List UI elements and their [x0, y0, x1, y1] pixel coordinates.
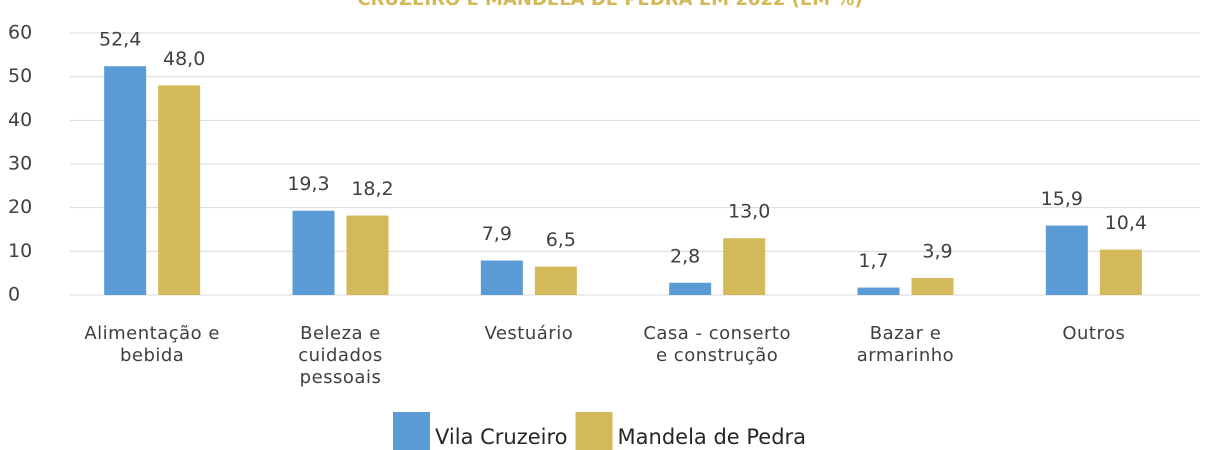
x-tick-label: Alimentação e bebida: [84, 323, 220, 366]
legend-swatch: [575, 412, 613, 450]
y-tick-label: 0: [8, 284, 20, 306]
chart-title: CRUZEIRO E MANDELA DE PEDRA EM 2022 (EM …: [357, 0, 862, 10]
bar: [723, 238, 766, 295]
y-tick-label: 40: [8, 109, 32, 131]
y-tick-label: 10: [8, 240, 32, 262]
value-label: 3,9: [922, 240, 952, 262]
y-tick-label: 60: [8, 22, 32, 44]
x-tick-label: Bazar e armarinho: [856, 323, 955, 366]
bar: [104, 66, 147, 295]
value-label: 13,0: [728, 201, 770, 223]
y-tick-label: 50: [8, 65, 32, 87]
value-label: 19,3: [287, 173, 329, 195]
value-label: 48,0: [163, 48, 205, 70]
value-label: 10,4: [1105, 212, 1147, 234]
value-label: 1,7: [858, 250, 888, 272]
bar: [857, 287, 900, 295]
bar: [669, 282, 712, 295]
x-tick-label: Outros: [1062, 323, 1126, 344]
bar: [480, 260, 523, 295]
value-label: 7,9: [482, 223, 512, 245]
bar: [158, 85, 201, 296]
x-tick-label: Vestuário: [484, 323, 574, 344]
x-tick-label: Casa - conserto e construção: [643, 323, 791, 366]
bar: [292, 210, 335, 295]
value-label: 18,2: [351, 178, 393, 200]
bar: [911, 277, 954, 295]
value-label: 6,5: [546, 229, 576, 251]
bar: [346, 215, 389, 295]
value-label: 2,8: [670, 245, 700, 267]
y-tick-label: 30: [8, 153, 32, 175]
legend-label: Mandela de Pedra: [618, 425, 807, 449]
bar: [1045, 225, 1088, 295]
bar: [1099, 249, 1142, 295]
value-label: 15,9: [1041, 188, 1083, 210]
value-label: 52,4: [99, 29, 141, 51]
x-tick-label: Beleza e cuidados pessoais: [298, 323, 383, 388]
y-tick-label: 20: [8, 196, 32, 218]
legend-swatch: [393, 412, 430, 450]
legend-label: Vila Cruzeiro: [435, 425, 568, 449]
bar: [534, 266, 577, 295]
